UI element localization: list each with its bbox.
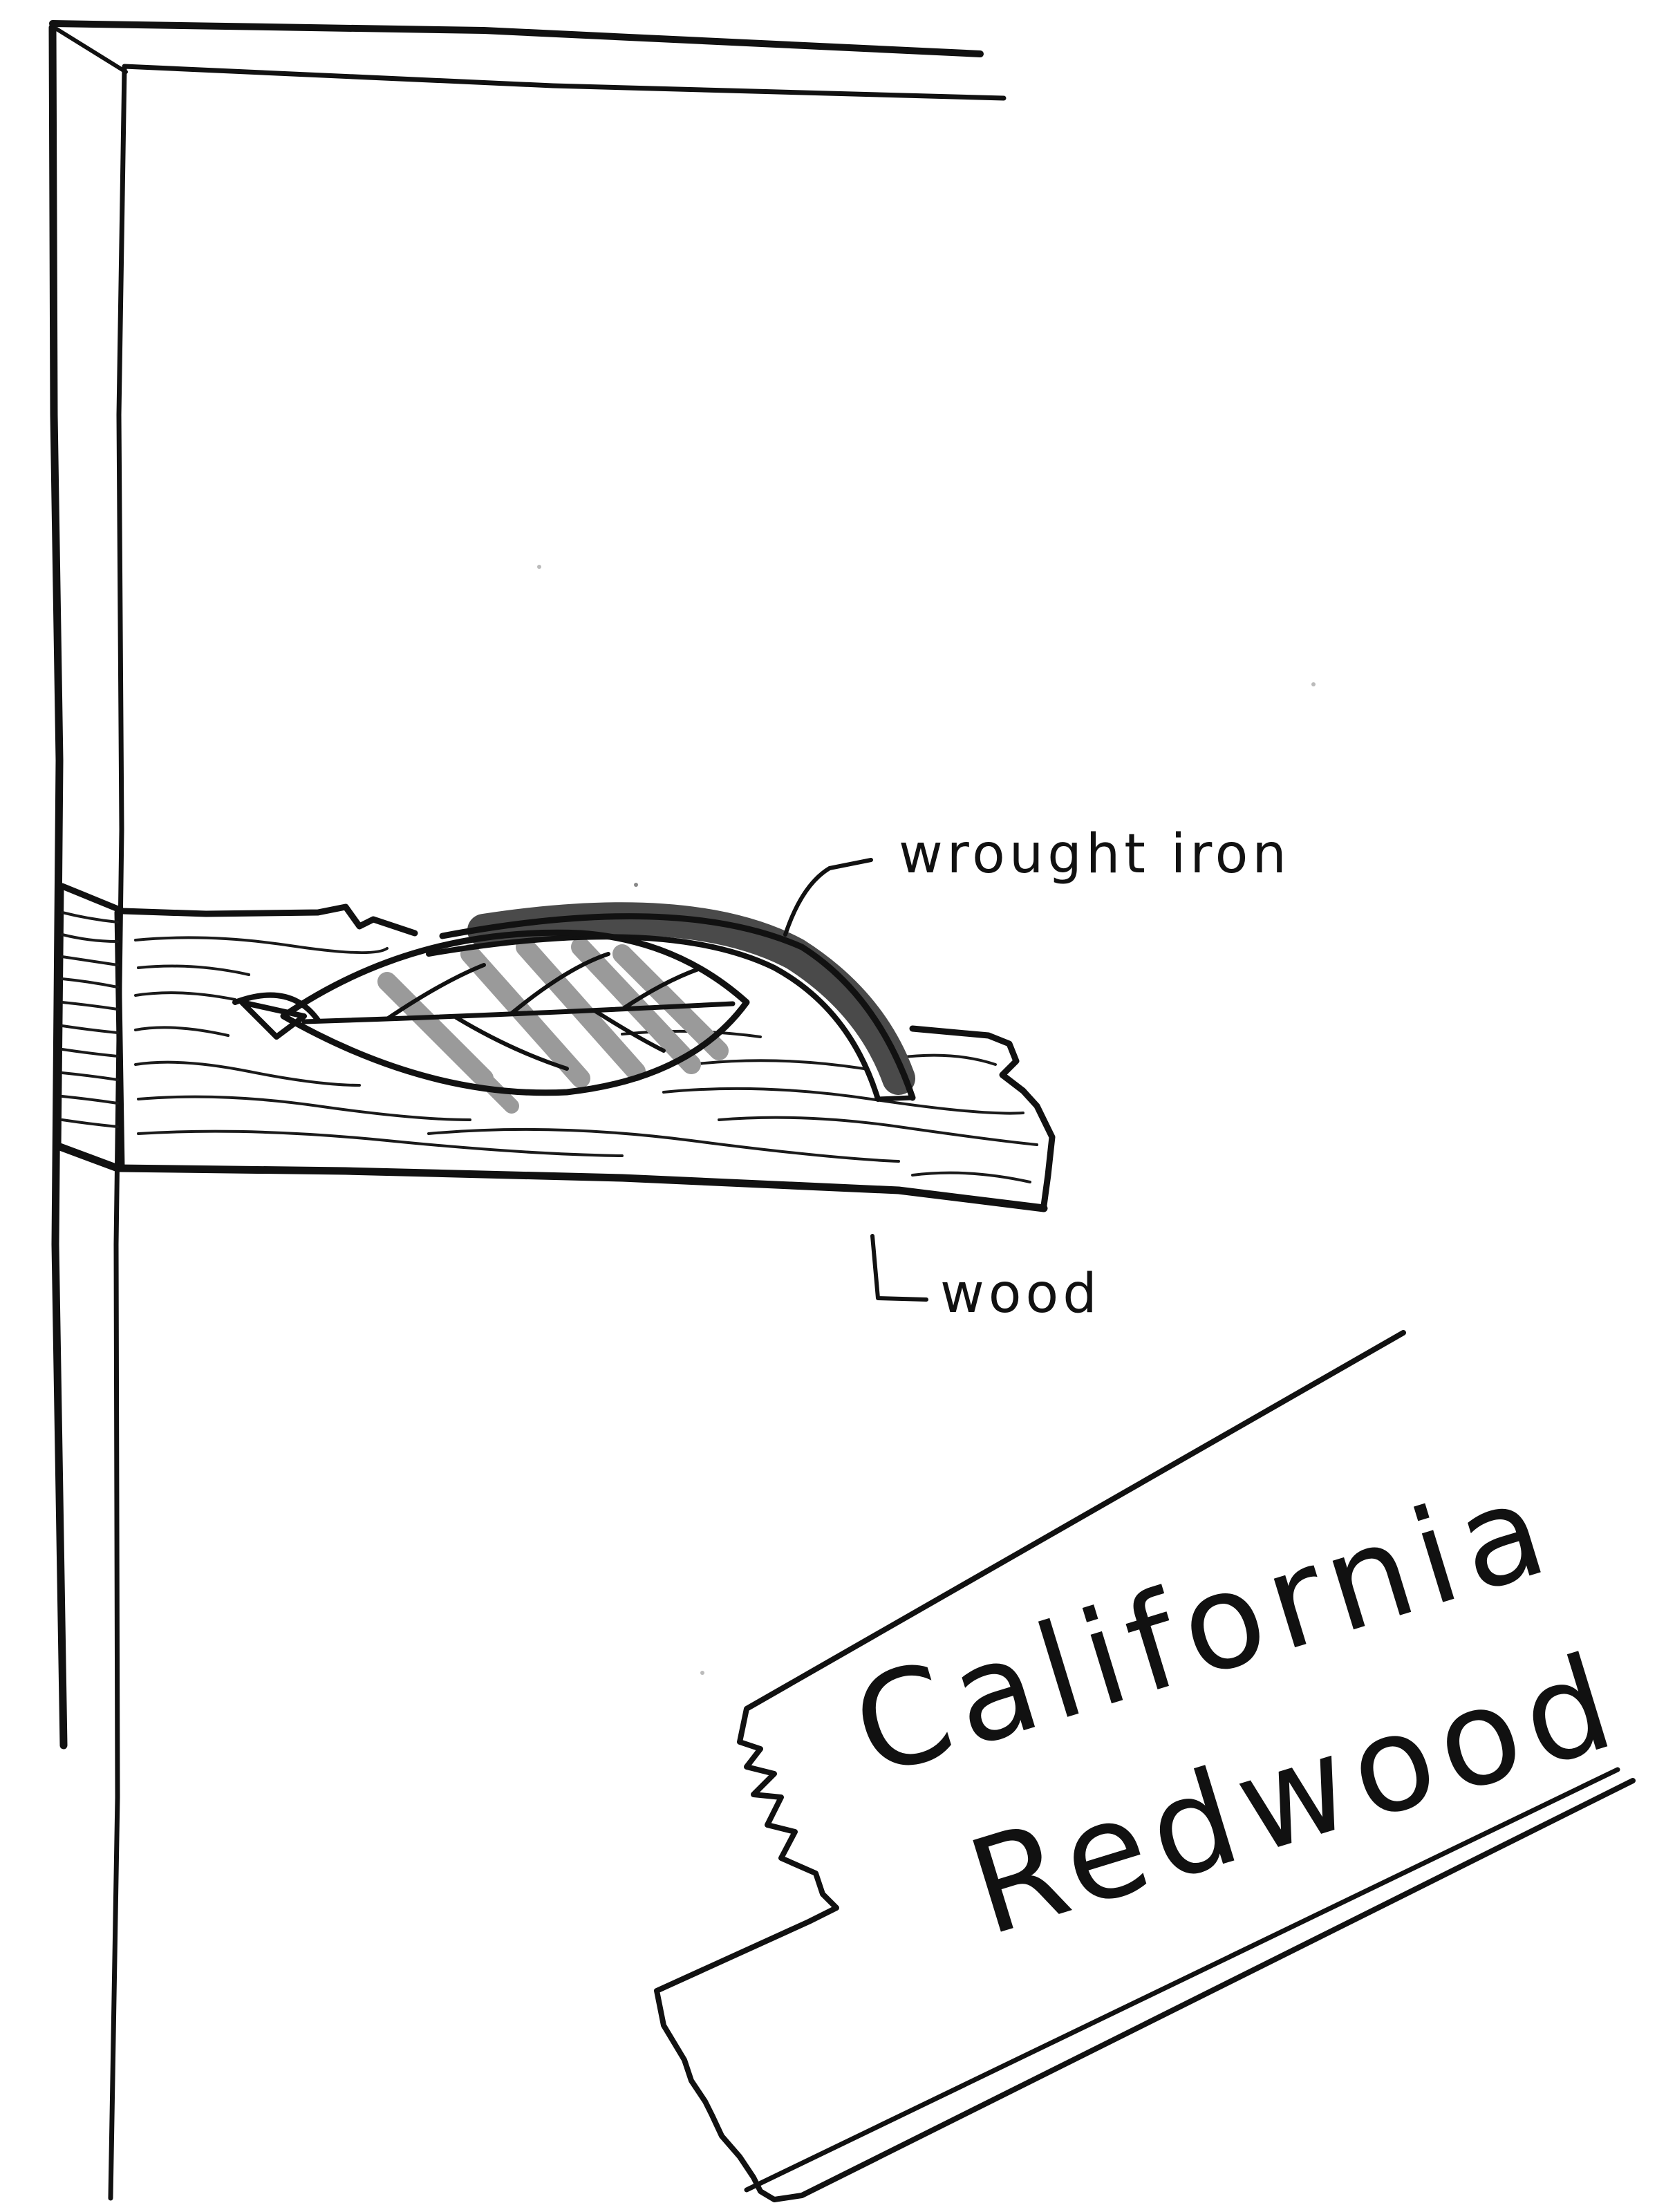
wood-annotation: wood (870, 1234, 1101, 1325)
wrought-iron-label: wrought iron (899, 823, 1291, 885)
wrought-iron-annotation: wrought iron (783, 823, 1291, 937)
wood-leader-line (870, 1234, 928, 1302)
wrought-iron-handle (232, 902, 916, 1114)
wood-shelf (54, 883, 1056, 1212)
paper-specks (537, 565, 1316, 1675)
wrought-iron-leader-line (783, 858, 873, 937)
cabinet-frame (48, 20, 1007, 2201)
redwood-sign: California Redwood (654, 1330, 1637, 2202)
wood-label: wood (940, 1263, 1101, 1325)
sign-board-outline (654, 1330, 1636, 2202)
